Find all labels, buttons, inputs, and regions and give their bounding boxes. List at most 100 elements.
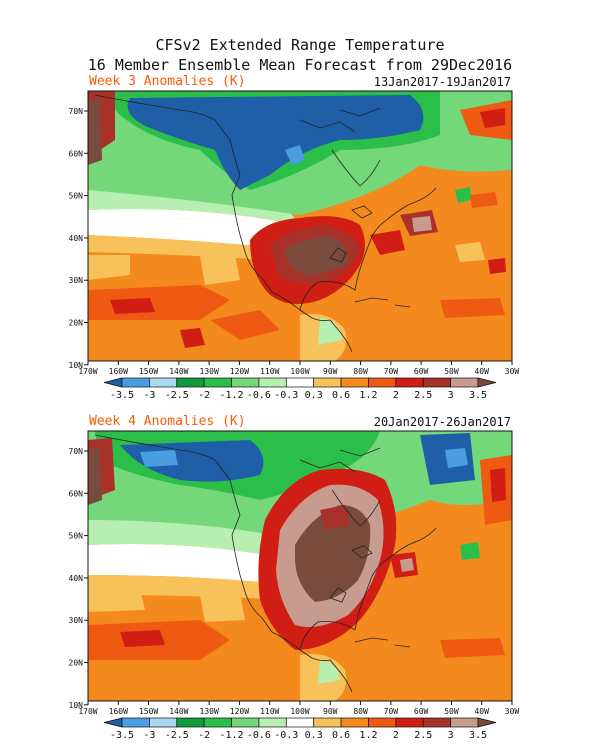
colorbar-label: -0.3	[274, 390, 298, 401]
week4-label: Week 4 Anomalies (K)	[89, 414, 246, 429]
colorbar-swatch	[176, 377, 205, 388]
colorbar-label: 2.5	[414, 730, 432, 741]
colorbar-swatch	[313, 377, 342, 388]
colorbar-label: 3.5	[469, 390, 487, 401]
colorbar-swatch	[450, 717, 479, 728]
title-line-1: CFSv2 Extended Range Temperature	[155, 36, 445, 54]
colorbar-swatch	[285, 717, 315, 728]
colorbar-swatch	[203, 377, 232, 388]
lon-tick-label: 60W	[414, 367, 429, 376]
lat-tick-label: 10N	[69, 361, 84, 370]
week3-label: Week 3 Anomalies (K)	[89, 74, 246, 89]
colorbar-label: -0.3	[274, 730, 298, 741]
lat-tick-label: 30N	[69, 616, 84, 625]
colorbar-swatch	[368, 717, 397, 728]
colorbar-week4: -3.5 -3 -2.5 -2 -1.2 -0.6 -0.3 0.3 0.6 1.2 2 2.5 3 3.…	[103, 717, 497, 741]
colorbar-label: -2.5	[165, 730, 189, 741]
lon-tick-label: 50W	[444, 367, 459, 376]
colorbar-swatch	[450, 377, 479, 388]
week3-date-range: 13Jan2017-19Jan2017	[373, 75, 511, 89]
lon-tick-label: 100W	[290, 707, 309, 716]
lon-tick-label: 90W	[323, 367, 338, 376]
lat-tick-label: 60N	[69, 489, 84, 498]
lon-tick-label: 110W	[260, 707, 279, 716]
lon-tick-label: 120W	[230, 367, 249, 376]
lon-tick-label: 130W	[200, 707, 219, 716]
title-line-2: 16 Member Ensemble Mean Forecast from 29…	[87, 56, 513, 74]
week4-map	[87, 430, 513, 702]
colorbar-arrow-right	[477, 377, 497, 388]
colorbar-swatch	[231, 377, 260, 388]
lon-tick-label: 170W	[78, 367, 97, 376]
lat-tick-label: 50N	[69, 532, 84, 541]
colorbar-label: -0.6	[247, 730, 271, 741]
lon-tick-label: 40W	[474, 367, 489, 376]
colorbar-arrow-left	[103, 717, 123, 728]
colorbar-label: -2.5	[165, 390, 189, 401]
colorbar-swatch	[313, 717, 342, 728]
colorbar-label: -0.6	[247, 390, 271, 401]
colorbar-swatch	[395, 377, 424, 388]
colorbar-swatch	[422, 377, 451, 388]
colorbar-swatch	[285, 377, 315, 388]
colorbar-swatch	[176, 717, 205, 728]
lon-tick-label: 170W	[78, 707, 97, 716]
colorbar-label: 2.5	[414, 390, 432, 401]
lon-tick-label: 80W	[353, 707, 368, 716]
lon-tick-label: 30W	[505, 707, 520, 716]
colorbar-label: -3	[143, 730, 155, 741]
colorbar-swatch	[422, 717, 451, 728]
colorbar-label: 2	[393, 390, 399, 401]
colorbar-label: 2	[393, 730, 399, 741]
lon-tick-label: 150W	[139, 707, 158, 716]
colorbar-swatch	[203, 717, 232, 728]
colorbar-label: 3.5	[469, 730, 487, 741]
colorbar-swatch	[231, 717, 260, 728]
lon-tick-label: 70W	[384, 707, 399, 716]
colorbar-label: 0.3	[305, 390, 323, 401]
lon-tick-label: 100W	[290, 367, 309, 376]
colorbar-label: -3.5	[110, 390, 134, 401]
colorbar-label: -1.2	[219, 730, 243, 741]
colorbar-label: 3	[448, 390, 454, 401]
colorbar-swatch	[258, 377, 287, 388]
lat-tick-label: 50N	[69, 192, 84, 201]
colorbars: -3.5 -3 -2.5 -2 -1.2 -0.6 -0.3 0.3 0.6 1.2 2 2.5 3 3.…	[103, 377, 497, 741]
lat-tick-label: 20N	[69, 319, 84, 328]
colorbar-label: -3.5	[110, 730, 134, 741]
colorbar-label: 0.6	[332, 390, 350, 401]
colorbar-arrow-left	[103, 377, 123, 388]
colorbar-swatch	[121, 377, 150, 388]
colorbar-label: -3	[143, 390, 155, 401]
lon-tick-label: 150W	[139, 367, 158, 376]
lon-tick-label: 70W	[384, 367, 399, 376]
colorbar-label: -2	[198, 730, 210, 741]
lat-tick-label: 70N	[69, 447, 84, 456]
lon-tick-label: 160W	[109, 367, 128, 376]
lat-tick-label: 40N	[69, 574, 84, 583]
lat-tick-label: 30N	[69, 276, 84, 285]
lon-tick-label: 110W	[260, 367, 279, 376]
lat-tick-label: 70N	[69, 107, 84, 116]
colorbar-swatch	[149, 717, 178, 728]
lon-tick-label: 140W	[169, 367, 188, 376]
colorbar-label: 0.3	[305, 730, 323, 741]
colorbar-label: 1.2	[359, 730, 377, 741]
colorbar-week3: -3.5 -3 -2.5 -2 -1.2 -0.6 -0.3 0.3 0.6 1.2 2 2.5 3 3.…	[103, 377, 497, 401]
colorbar-swatch	[121, 717, 150, 728]
colorbar-swatch	[258, 717, 287, 728]
colorbar-swatch	[395, 717, 424, 728]
colorbar-label: 0.6	[332, 730, 350, 741]
lat-tick-label: 10N	[69, 701, 84, 710]
lon-tick-label: 120W	[230, 707, 249, 716]
colorbar-swatch	[368, 377, 397, 388]
colorbar-swatch	[340, 717, 369, 728]
lon-tick-label: 40W	[474, 707, 489, 716]
lon-tick-label: 160W	[109, 707, 128, 716]
lon-tick-label: 90W	[323, 707, 338, 716]
lon-tick-label: 130W	[200, 367, 219, 376]
colorbar-label: -2	[198, 390, 210, 401]
lat-tick-label: 20N	[69, 659, 84, 668]
lat-tick-label: 40N	[69, 234, 84, 243]
